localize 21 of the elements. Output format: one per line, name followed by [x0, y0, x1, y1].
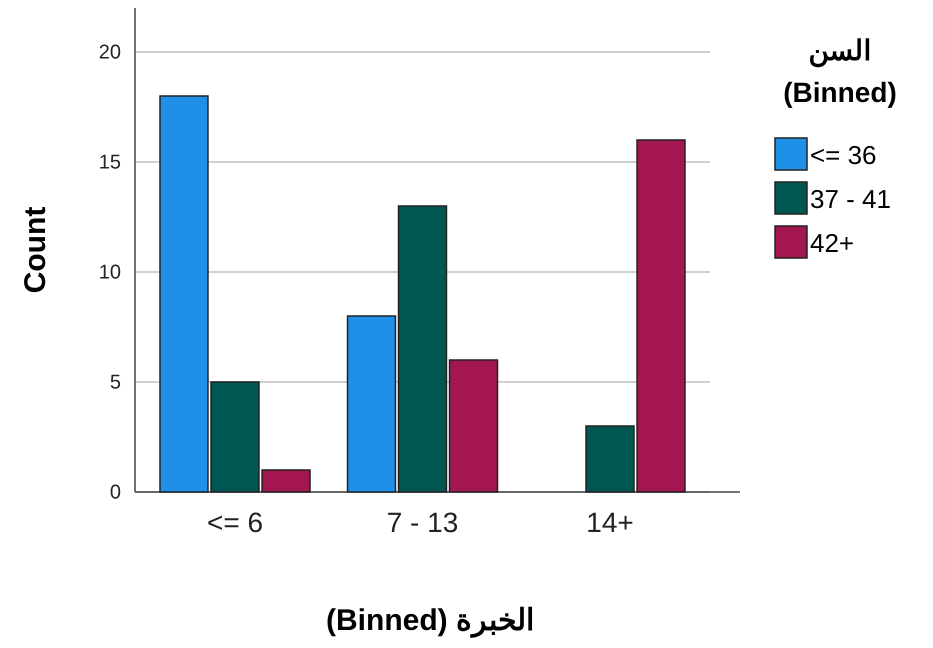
- x-tick-label: 14+: [586, 506, 634, 538]
- bar: [159, 95, 209, 493]
- y-axis-title: Count: [19, 206, 52, 294]
- y-tick-label: 5: [110, 371, 121, 394]
- bar: [448, 359, 498, 493]
- bar: [398, 205, 448, 493]
- legend-label: <= 36: [810, 140, 877, 170]
- bar: [585, 425, 635, 493]
- bar: [210, 381, 260, 493]
- legend-label: 42+: [810, 228, 854, 258]
- bar: [636, 139, 686, 493]
- y-tick-label: 15: [98, 151, 121, 174]
- y-tick-label: 20: [98, 41, 121, 64]
- x-tick-label: 7 - 13: [386, 506, 458, 538]
- y-tick-label: 10: [98, 261, 121, 284]
- x-axis-title: الخبرة (Binned): [326, 604, 534, 638]
- bar: [261, 469, 311, 493]
- y-tick-label: 0: [110, 481, 121, 504]
- bar: [346, 315, 396, 493]
- legend-label: 37 - 41: [810, 184, 891, 214]
- x-tick-label: <= 6: [206, 506, 264, 538]
